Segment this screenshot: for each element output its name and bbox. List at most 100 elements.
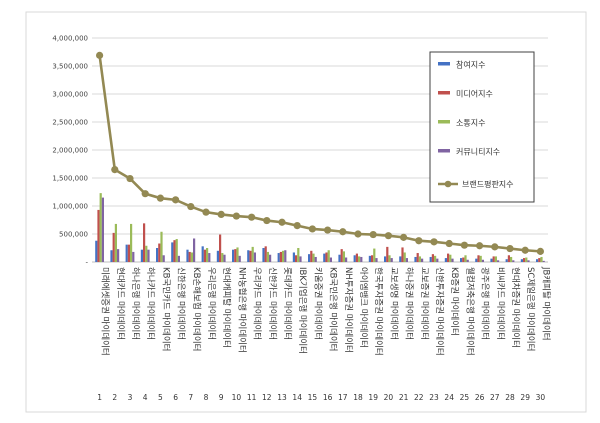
category-number: 2 <box>112 393 117 402</box>
legend-swatch <box>438 62 450 66</box>
bar <box>101 197 104 262</box>
category-label: IBK기업은행 마이데이터 <box>297 267 308 354</box>
bar <box>371 255 374 262</box>
category-label: JB캐피탈 마이데이터 <box>540 266 551 341</box>
bar <box>325 252 328 262</box>
bar <box>177 255 180 262</box>
category-label: KB증권 마이데이터 <box>449 267 460 336</box>
bar <box>490 258 493 262</box>
bar <box>190 252 193 262</box>
legend-line-marker <box>444 180 452 188</box>
bar <box>295 255 298 262</box>
line-point <box>369 230 377 239</box>
legend-label: 참여지수 <box>456 60 485 70</box>
line-point <box>217 210 225 218</box>
bar <box>368 255 371 262</box>
bar <box>355 253 358 262</box>
bar <box>292 252 295 262</box>
y-tick-label: 2,000,000 <box>52 147 88 155</box>
bar <box>208 253 211 262</box>
line-point <box>111 166 119 174</box>
category-number: 10 <box>232 393 242 402</box>
category-label: 교보생명 마이데이터 <box>388 267 399 340</box>
legend-swatch <box>438 91 450 95</box>
category-number: 22 <box>414 393 424 402</box>
bar <box>340 249 343 262</box>
category-label: 우리은행 마이데이터 <box>206 267 217 340</box>
bar <box>512 260 515 262</box>
line-point <box>491 243 499 251</box>
bar <box>399 256 402 262</box>
line-point <box>293 222 301 230</box>
bar <box>431 254 434 262</box>
y-tick-label: 2,500,000 <box>52 119 88 127</box>
category-label: 웰컴저축은행 마이데이터 <box>464 267 475 356</box>
category-number: 17 <box>338 393 348 402</box>
category-label: 신한은행 마이데이터 <box>176 267 187 340</box>
line-point <box>141 190 149 198</box>
category-number: 29 <box>520 393 530 402</box>
line-point <box>324 226 332 234</box>
bar <box>540 256 543 262</box>
bar <box>264 246 267 262</box>
bar <box>527 260 530 262</box>
bar <box>297 248 300 262</box>
bar <box>479 255 482 262</box>
bar <box>444 258 447 262</box>
category-label: 교보증권 마이데이터 <box>419 267 430 340</box>
legend-swatch <box>438 120 450 124</box>
bar <box>143 223 146 262</box>
bar <box>206 248 209 262</box>
y-axis: - 500,000 1,000,000 1,500,000 2,000,000 2,500… <box>52 35 548 267</box>
bar <box>492 256 495 262</box>
bar <box>416 253 419 262</box>
category-number: 9 <box>219 393 224 402</box>
category-number: 30 <box>536 393 546 402</box>
category-number: 6 <box>173 393 178 402</box>
line-point <box>232 212 240 220</box>
category-label: 현대카드 마이데이터 <box>115 267 126 340</box>
bar <box>462 257 465 262</box>
line-point <box>308 225 316 233</box>
bar <box>171 242 174 262</box>
bar <box>505 259 508 262</box>
bars <box>95 193 545 262</box>
category-number: 11 <box>247 393 257 402</box>
line-point <box>536 247 545 255</box>
bar <box>147 249 150 262</box>
bar <box>279 251 282 262</box>
chart-border <box>25 11 587 413</box>
x-axis: 미래에셋증권 마이데이터 1 현대카드 마이데이터 2 하나은행 마이데이터 3 하나카드 … <box>97 266 551 402</box>
line-point <box>96 51 104 59</box>
line-point <box>354 230 362 238</box>
line-point <box>126 174 134 183</box>
bar <box>110 250 113 262</box>
bar <box>481 259 484 262</box>
bar <box>323 253 326 262</box>
bar <box>353 255 356 262</box>
bar <box>342 251 345 262</box>
bar <box>140 249 143 262</box>
bar <box>95 240 98 262</box>
bar <box>112 232 115 262</box>
line-point <box>400 233 408 241</box>
line-point <box>278 218 286 226</box>
bar <box>403 252 406 262</box>
y-tick-label: 500,000 <box>59 231 88 239</box>
category-number: 26 <box>475 393 485 402</box>
category-number: 16 <box>323 393 333 402</box>
y-tick-label: 3,000,000 <box>52 91 88 99</box>
category-number: 7 <box>188 393 193 402</box>
bar <box>523 258 526 262</box>
bar <box>249 250 252 262</box>
category-number: 23 <box>429 393 439 402</box>
bar <box>117 249 120 262</box>
category-number: 18 <box>353 393 363 402</box>
bar <box>388 255 391 262</box>
category-label: KB손해보험 마이데이터 <box>191 267 202 352</box>
bar <box>160 231 163 262</box>
bar <box>449 254 452 262</box>
legend-box <box>429 51 535 203</box>
bar <box>312 253 315 262</box>
